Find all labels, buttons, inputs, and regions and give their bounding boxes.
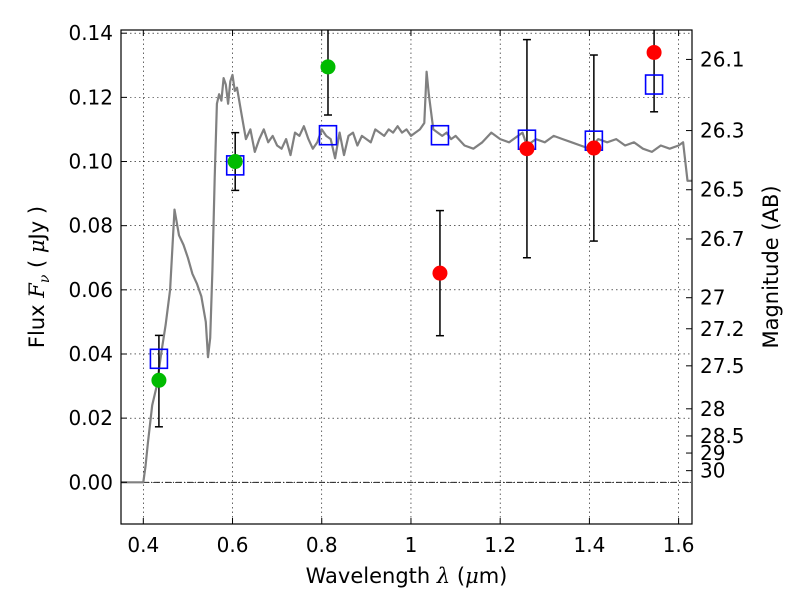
sed-curve-layer [121, 70, 692, 484]
y-tick-label: 0.02 [68, 406, 113, 430]
observed-flux-point [320, 59, 336, 75]
model-photometry-square [430, 124, 450, 146]
observed-flux-point [519, 141, 535, 157]
x-tick-label: 1.6 [663, 533, 695, 557]
magnitude-tick-label: 29 [700, 441, 725, 465]
model-photometry-square [644, 74, 664, 95]
y-axis-label: Flux Fν ( μJy ) [25, 206, 53, 348]
x-tick-label: 0.4 [127, 533, 159, 557]
magnitude-tick-label: 26.5 [700, 178, 745, 202]
magnitude-tick-label: 26.3 [700, 119, 745, 143]
magnitude-tick-label: 26.7 [700, 227, 745, 251]
magnitude-tick-label: 30 [700, 459, 725, 483]
axes: 0.4 0.6 0.8 1 1.2 1.4 1.6 0.00 0.02 0.04 0.06 0.08 0… [68, 21, 744, 557]
y-tick-label: 0.06 [68, 278, 113, 302]
model-photometry-square [149, 348, 169, 370]
observed-flux-point [586, 140, 602, 156]
model-photometry-square [318, 124, 338, 146]
magnitude-tick-label: 28.5 [700, 424, 745, 448]
y-tick-label: 0.10 [68, 150, 113, 174]
magnitude-tick-label: 27.2 [700, 317, 745, 341]
right-y-axis-label: Magnitude (AB) [759, 185, 783, 348]
magnitude-tick-label: 27 [700, 286, 725, 310]
y-tick-label: 0.04 [68, 342, 113, 366]
observed-flux-point [227, 154, 243, 170]
y-tick-label: 0.00 [68, 470, 113, 494]
plot-frame [120, 29, 693, 525]
x-tick-label: 0.8 [306, 533, 338, 557]
markers [149, 44, 664, 388]
x-tick-label: 1 [405, 533, 418, 557]
magnitude-tick-label: 26.1 [700, 47, 745, 71]
magnitude-tick-label: 27.5 [700, 354, 745, 378]
y-tick-label: 0.14 [68, 21, 113, 45]
observed-flux-point [432, 265, 448, 281]
observed-flux-point [646, 44, 662, 60]
magnitude-tick-label: 28 [700, 397, 725, 421]
observed-flux-point [151, 372, 167, 388]
x-axis-label: Wavelength λ (μm) [306, 564, 508, 588]
x-tick-label: 1.4 [573, 533, 605, 557]
x-tick-label: 1.2 [484, 533, 516, 557]
y-tick-label: 0.08 [68, 214, 113, 238]
y-tick-label: 0.12 [68, 85, 113, 109]
x-tick-label: 0.6 [217, 533, 249, 557]
sed-template-curve [121, 70, 692, 484]
grid [121, 30, 692, 524]
